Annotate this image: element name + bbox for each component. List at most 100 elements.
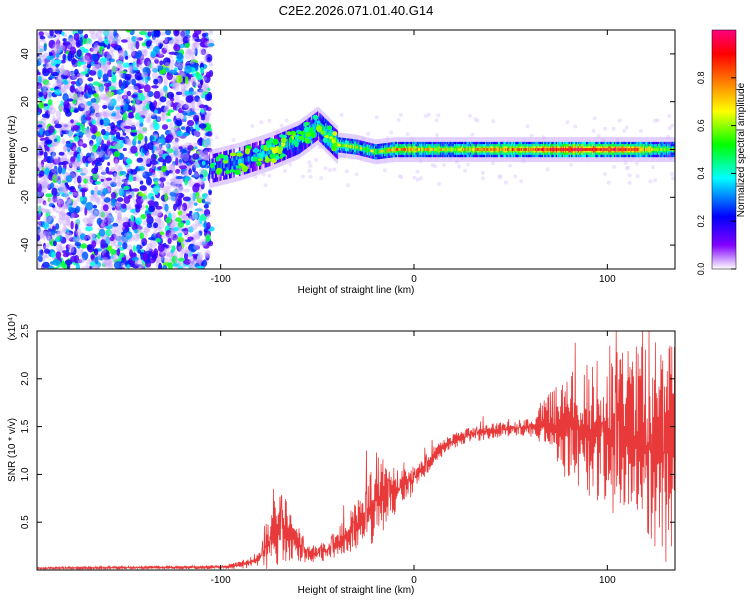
noise-blob: [118, 73, 123, 78]
noise-blob: [205, 160, 210, 165]
noise-blob: [119, 170, 127, 175]
noise-blob: [61, 213, 70, 220]
noise-blob: [39, 127, 44, 136]
ridge-band: [600, 148, 602, 151]
noise-blob: [185, 219, 191, 226]
noise-blob: [108, 261, 113, 269]
noise-blob: [51, 251, 56, 259]
ridge-spot: [280, 137, 287, 143]
noise-blob: [130, 190, 135, 197]
noise-blob: [43, 88, 47, 96]
noise-blob: [168, 245, 173, 249]
noise-blob: [180, 210, 188, 219]
noise-blob: [170, 196, 178, 203]
noise-blob: [101, 251, 105, 259]
noise-blob: [111, 225, 120, 232]
noise-blob: [130, 208, 138, 214]
noise-blob: [48, 91, 52, 98]
noise-blob: [41, 252, 48, 259]
noise-blob: [105, 229, 112, 237]
ridge-band: [247, 156, 249, 162]
ridge-band: [661, 148, 663, 151]
noise-blob: [74, 223, 78, 231]
ridge-band: [568, 148, 571, 151]
noise-blob: [83, 234, 91, 241]
noise-blob: [81, 265, 89, 269]
ridge-spot: [320, 130, 325, 135]
ridge-band: [502, 148, 504, 151]
noise-blob: [197, 98, 201, 106]
noise-blob: [122, 221, 131, 228]
noise-blob: [161, 47, 167, 54]
noise-blob: [189, 244, 197, 253]
noise-blob: [606, 180, 611, 185]
ridge-band: [575, 148, 577, 151]
noise-blob: [64, 218, 71, 226]
noise-blob: [184, 246, 189, 254]
noise-blob: [177, 205, 184, 212]
ridge-spot: [261, 150, 265, 157]
noise-blob: [94, 265, 98, 269]
noise-blob: [88, 30, 96, 35]
noise-blob: [166, 253, 173, 257]
ridge-band: [362, 147, 364, 151]
noise-blob: [67, 76, 72, 85]
noise-blob: [164, 251, 171, 257]
ridge-band: [530, 148, 532, 151]
noise-blob: [166, 251, 174, 258]
noise-blob: [332, 167, 337, 172]
noise-blob: [88, 69, 97, 76]
noise-blob: [63, 100, 70, 109]
noise-blob: [152, 30, 160, 37]
ridge-band: [456, 148, 458, 151]
noise-blob: [123, 98, 131, 105]
noise-blob: [181, 202, 188, 211]
ridge-band: [617, 148, 619, 151]
ridge-band: [601, 148, 603, 151]
noise-blob: [80, 123, 85, 131]
noise-blob: [153, 90, 161, 99]
noise-blob: [80, 196, 84, 202]
noise-blob: [65, 142, 73, 148]
noise-blob: [131, 188, 140, 192]
noise-blob: [97, 42, 106, 47]
noise-blob: [76, 61, 82, 67]
noise-blob: [45, 110, 50, 115]
noise-blob: [102, 117, 111, 127]
noise-blob: [137, 89, 143, 94]
noise-blob: [187, 48, 192, 56]
noise-blob: [111, 74, 117, 83]
noise-blob: [99, 150, 105, 156]
colorbar-tick-label: 0.0: [696, 263, 706, 276]
noise-blob: [163, 85, 168, 93]
noise-blob: [185, 249, 192, 255]
noise-blob: [189, 258, 197, 265]
noise-blob: [43, 31, 48, 35]
noise-blob: [650, 165, 655, 170]
noise-blob: [98, 59, 106, 69]
noise-blob: [143, 226, 149, 234]
noise-blob: [122, 112, 128, 121]
noise-blob: [89, 265, 93, 269]
noise-blob: [137, 130, 144, 135]
noise-blob: [200, 114, 206, 121]
noise-blob: [180, 30, 186, 37]
noise-blob: [46, 215, 54, 225]
noise-blob: [117, 59, 121, 67]
y-tick-label: 0.5: [20, 515, 31, 529]
noise-blob: [77, 138, 84, 147]
ridge-band: [441, 148, 443, 151]
noise-blob: [126, 139, 132, 144]
ridge-band: [445, 148, 448, 151]
ridge-band: [560, 148, 562, 151]
ridge-band: [667, 148, 669, 151]
ridge-band: [623, 148, 625, 151]
noise-blob: [194, 258, 201, 264]
noise-blob: [43, 245, 49, 249]
noise-blob: [434, 133, 439, 138]
ridge-band: [526, 148, 529, 151]
noise-blob: [354, 172, 359, 177]
noise-blob: [43, 79, 50, 86]
noise-blob: [74, 109, 79, 113]
ridge-band: [458, 148, 460, 151]
